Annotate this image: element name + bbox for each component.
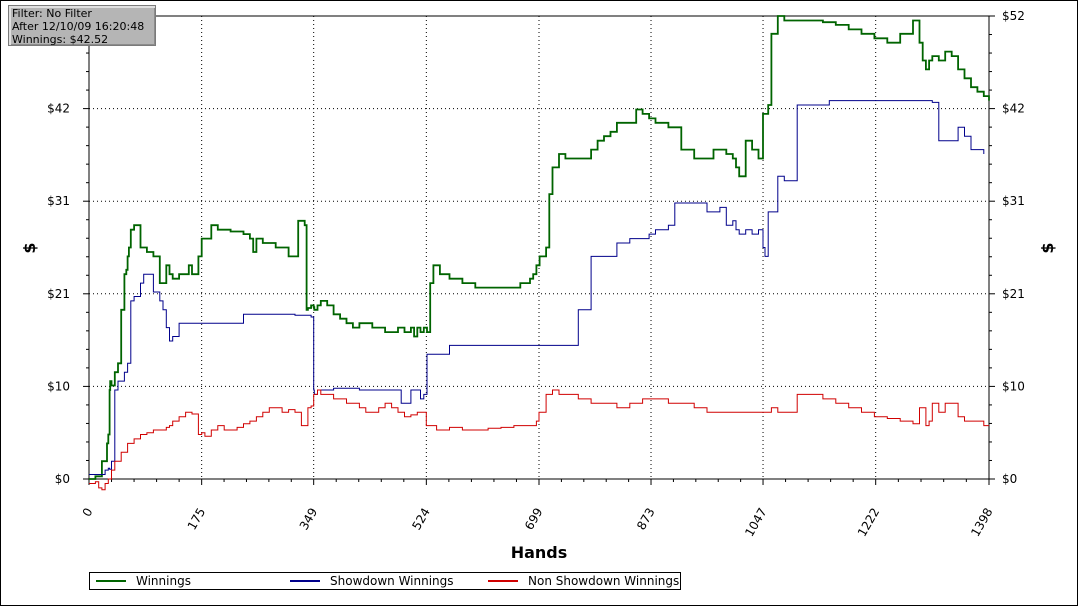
- y-tick-label-right: $10: [1002, 379, 1025, 393]
- y-axis-title-right: $: [1038, 242, 1057, 253]
- x-tick-label: 524: [409, 506, 433, 533]
- chart-legend: Winnings Showdown Winnings Non Showdown …: [89, 572, 681, 590]
- legend-swatch-showdown: [290, 580, 320, 582]
- y-tick-label-right: $0: [1002, 472, 1017, 486]
- x-tick-label: 699: [522, 506, 546, 533]
- y-tick-label-left: $42: [47, 102, 70, 116]
- series-line-winnings: [89, 15, 990, 480]
- plot-area: [88, 15, 990, 480]
- x-axis-title: Hands: [511, 543, 568, 562]
- y-tick-label-right: $42: [1002, 102, 1025, 116]
- winnings-text: Winnings: $42.52: [12, 33, 109, 46]
- y-tick-label-left: $10: [47, 379, 70, 393]
- y-tick-label-right: $21: [1002, 287, 1025, 301]
- x-tick-label: 175: [185, 506, 209, 533]
- filter-text: Filter: No Filter: [12, 7, 92, 20]
- series-line-non-showdown: [89, 389, 989, 491]
- series-line-showdown: [89, 100, 985, 475]
- after-date-text: After 12/10/09 16:20:48: [12, 20, 145, 33]
- x-tick-label: 1222: [855, 506, 882, 539]
- x-tick-label: 349: [297, 506, 321, 533]
- y-tick-label-right: $31: [1002, 194, 1025, 208]
- y-tick-label-left: $0: [55, 472, 70, 486]
- legend-label-showdown: Showdown Winnings: [330, 574, 454, 588]
- legend-swatch-non-showdown: [488, 580, 518, 582]
- filter-info-box: Filter: No Filter After 12/10/09 16:20:4…: [8, 5, 156, 46]
- series-lines: [89, 15, 990, 491]
- y-tick-label-left: $31: [47, 194, 70, 208]
- x-tick-label: 873: [634, 506, 658, 533]
- legend-label-non-showdown: Non Showdown Winnings: [528, 574, 680, 588]
- legend-label-winnings: Winnings: [136, 574, 191, 588]
- y-axis-title-left: $: [20, 242, 39, 253]
- x-tick-label: 1398: [968, 506, 995, 539]
- y-tick-label-left: $21: [47, 287, 70, 301]
- x-tick-label: 1047: [742, 506, 769, 539]
- x-tick-label: 0: [80, 506, 96, 520]
- y-tick-label-right: $52: [1002, 9, 1025, 23]
- legend-swatch-winnings: [96, 580, 126, 582]
